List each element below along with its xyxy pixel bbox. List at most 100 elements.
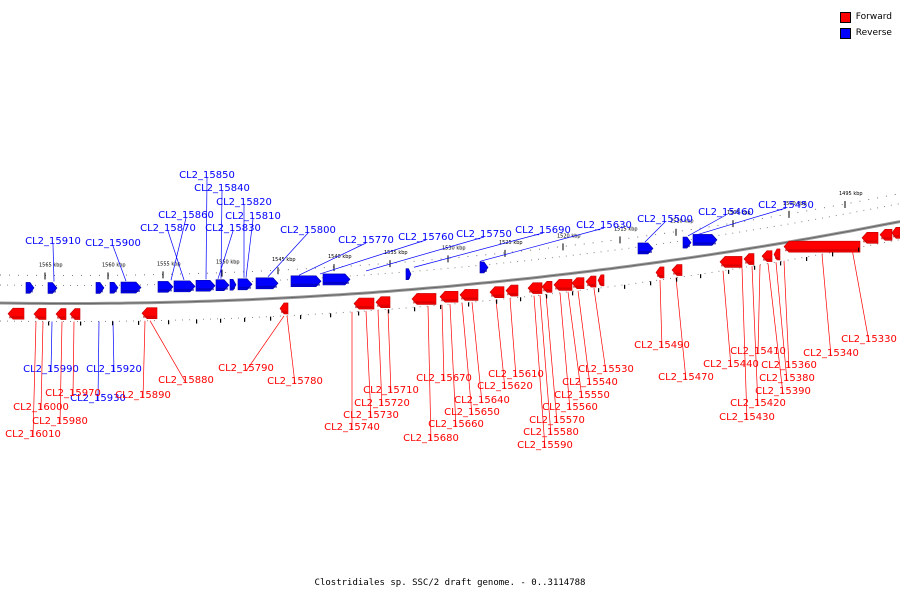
gene-forward-shade	[599, 282, 603, 285]
gene-label-forward-leader	[461, 303, 473, 416]
gene-forward-shade	[881, 237, 891, 240]
gene-label-forward: CL2_15340	[803, 348, 859, 359]
gene-label-forward: CL2_15730	[343, 410, 399, 421]
marker-tick	[572, 291, 574, 296]
gene-reverse-shade	[217, 287, 228, 290]
gene-label-forward-leader	[32, 321, 37, 438]
gene-label-reverse: CL2_15690	[515, 225, 571, 236]
gene-forward-shade	[721, 264, 741, 267]
marker-tick	[780, 261, 782, 266]
gene-label-reverse: CL2_15850	[179, 170, 235, 181]
gene-label-reverse: CL2_15810	[225, 211, 281, 222]
gene-label-reverse: CL2_15750	[456, 229, 512, 240]
gene-label-forward: CL2_15660	[428, 419, 484, 430]
gene-reverse-shade	[49, 290, 56, 293]
scale-label: 1555 kbp	[157, 261, 181, 267]
gene-label-reverse: CL2_15860	[158, 210, 214, 221]
gene-label-forward: CL2_15670	[416, 373, 472, 384]
gene-label-forward-leader	[767, 263, 784, 395]
gene-label-reverse: CL2_15900	[85, 238, 141, 249]
gene-forward-shade	[555, 287, 571, 290]
gene-forward-shade	[35, 316, 45, 319]
gene-label-forward-leader	[365, 310, 372, 419]
gene-label-forward-leader	[427, 306, 432, 442]
marker-tick	[300, 315, 302, 320]
gene-forward-shade	[441, 299, 457, 302]
marker-tick	[414, 307, 416, 312]
gene-label-forward: CL2_15470	[658, 372, 714, 383]
gene-reverse-shade	[27, 290, 33, 293]
gene-label-forward-leader	[142, 320, 146, 399]
marker-tick	[624, 284, 626, 289]
gene-label-forward-leader	[471, 302, 483, 404]
gene-label-reverse: CL2_15760	[398, 232, 454, 243]
gene-forward-shade	[785, 249, 859, 252]
marker-tick	[220, 318, 222, 323]
gene-label-forward-leader	[559, 292, 571, 411]
gene-label-forward-leader	[675, 277, 687, 381]
gene-forward-shade	[775, 256, 779, 259]
reverse-swatch	[839, 27, 851, 39]
gene-label-forward: CL2_15420	[730, 398, 786, 409]
marker-tick	[520, 297, 522, 302]
gene-label-forward-leader	[245, 315, 285, 372]
scale-label: 1530 kbp	[442, 245, 466, 251]
gene-label-reverse: CL2_15910	[25, 236, 81, 247]
scale-track	[0, 193, 900, 276]
gene-reverse-shade	[407, 276, 410, 279]
gene-reverse-shade	[111, 290, 117, 293]
gene-label-reverse-leader	[52, 243, 55, 282]
gene-reverse-shade	[239, 286, 251, 289]
gene-reverse-shade	[197, 288, 214, 291]
gene-label-forward: CL2_15880	[158, 375, 214, 386]
gene-label-forward: CL2_15330	[841, 334, 897, 345]
gene-label-reverse: CL2_15770	[338, 235, 394, 246]
gene-label-reverse: CL2_15500	[637, 214, 693, 225]
scale-label: 1515 kbp	[614, 226, 638, 232]
gene-label-forward-leader	[495, 299, 506, 390]
gene-label-forward-leader	[751, 266, 759, 407]
scale-label: 1540 kbp	[328, 254, 352, 260]
gene-label-forward: CL2_15410	[730, 346, 786, 357]
gene-reverse-shade	[481, 269, 487, 272]
scale-label: 1520 kbp	[557, 233, 581, 239]
scale-label: 1510 kbp	[670, 219, 694, 225]
gene-label-forward: CL2_15790	[218, 363, 274, 374]
gene-label-reverse-leader	[267, 232, 309, 277]
marker-tick	[832, 252, 834, 257]
gene-label-forward-leader	[59, 321, 63, 425]
gene-label-forward-leader	[775, 262, 788, 382]
gene-label-forward: CL2_15640	[454, 395, 510, 406]
gene-forward-shade	[529, 290, 541, 293]
gene-forward-shade	[355, 306, 373, 309]
gene-label-forward-leader	[539, 295, 552, 436]
gene-label-forward: CL2_15550	[554, 390, 610, 401]
gene-label-forward: CL2_15710	[363, 385, 419, 396]
gene-label-forward: CL2_15980	[32, 416, 88, 427]
gene-forward-shade	[57, 316, 65, 319]
gene-label-forward-leader	[821, 254, 832, 357]
gene-forward-shade	[9, 316, 23, 319]
gene-forward-shade	[143, 315, 156, 318]
gene-label-forward-leader	[149, 320, 187, 384]
forward-swatch	[839, 11, 851, 23]
gene-label-reverse-leader	[170, 217, 187, 281]
marker-tick	[700, 274, 702, 279]
gene-label-reverse: CL2_15630	[576, 220, 632, 231]
gene-label-forward: CL2_15740	[324, 422, 380, 433]
marker-tick	[754, 265, 756, 270]
gene-label-reverse-leader	[687, 214, 727, 237]
gene-label-reverse-leader	[205, 177, 208, 280]
gene-label-forward: CL2_15390	[755, 386, 811, 397]
marker-tick	[806, 256, 808, 261]
gene-forward-shade	[543, 289, 551, 292]
legend-item-forward: Forward	[839, 9, 892, 25]
legend-label-forward: Forward	[855, 12, 892, 22]
gene-forward-shade	[413, 301, 435, 304]
scale-label: 1525 kbp	[499, 240, 523, 246]
marker-tick	[330, 313, 332, 318]
gene-label-forward: CL2_15890	[115, 390, 171, 401]
marker-tick	[546, 294, 548, 299]
gene-label-reverse-leader	[112, 245, 127, 282]
marker-tick	[168, 320, 170, 325]
